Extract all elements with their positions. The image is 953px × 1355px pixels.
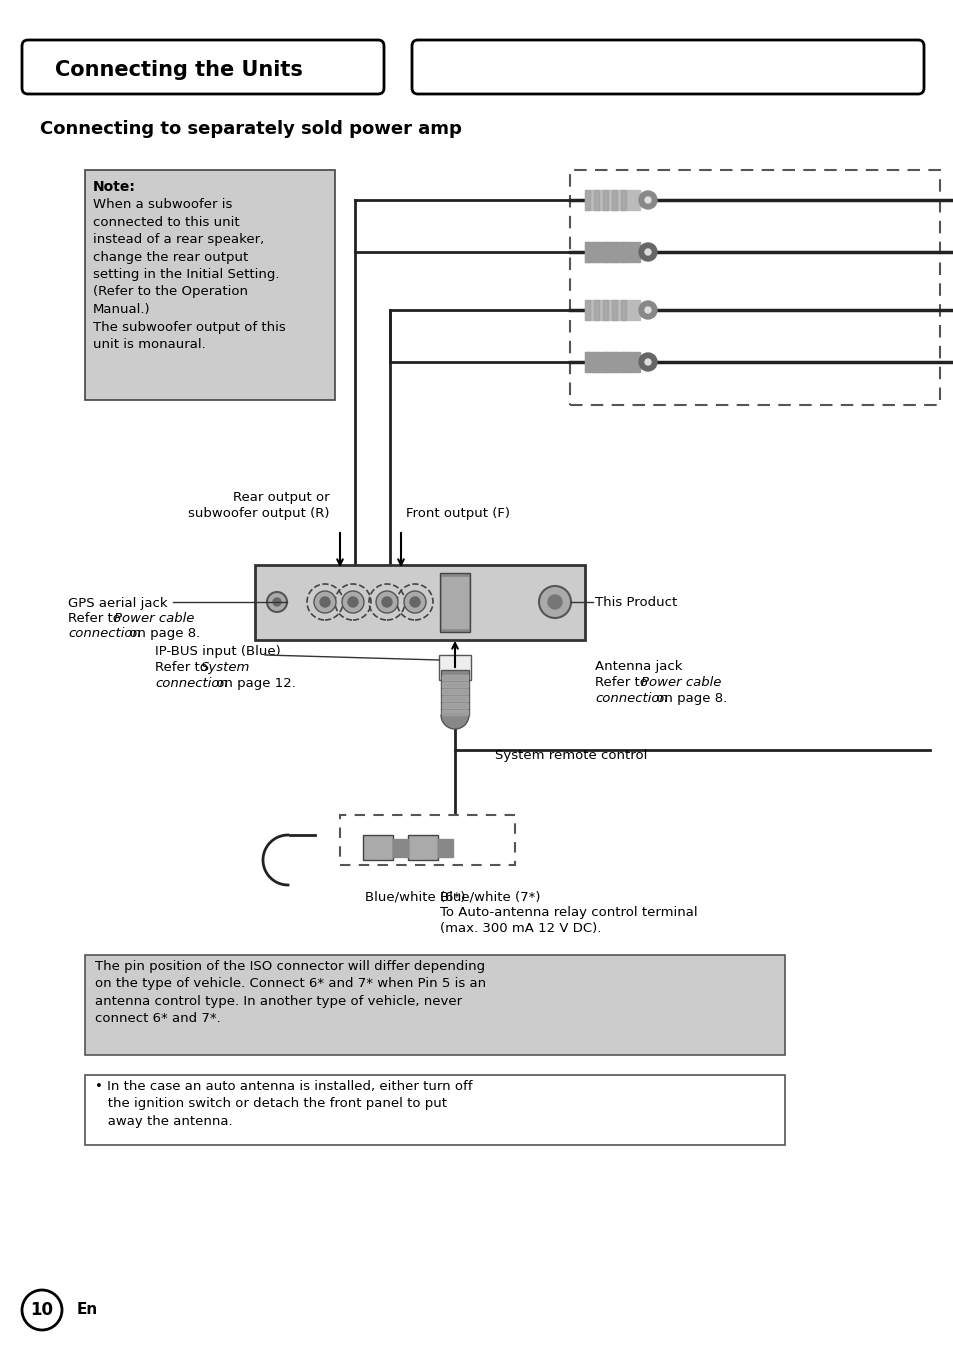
Bar (612, 352, 617, 373)
Text: Rear output or
subwoofer output (R): Rear output or subwoofer output (R) (189, 491, 330, 520)
Text: connection: connection (68, 627, 141, 640)
Circle shape (22, 1290, 62, 1331)
Text: Note:: Note: (92, 180, 135, 194)
Text: When a subwoofer is
connected to this unit
instead of a rear speaker,
change the: When a subwoofer is connected to this un… (92, 198, 286, 351)
Bar (85, 169, 335, 400)
Circle shape (639, 191, 657, 209)
Text: The pin position of the ISO connector will differ depending
on the type of vehic: The pin position of the ISO connector wi… (95, 959, 486, 1026)
Bar (584, 190, 639, 210)
Circle shape (644, 196, 650, 203)
Text: System remote control: System remote control (495, 748, 647, 762)
Circle shape (348, 598, 357, 607)
Bar (393, 839, 408, 856)
Text: GPS aerial jack: GPS aerial jack (68, 598, 168, 610)
Bar (441, 696, 468, 701)
Bar (612, 243, 617, 262)
Circle shape (314, 591, 335, 612)
Text: IP-BUS input (Blue): IP-BUS input (Blue) (154, 645, 280, 659)
Text: Front output (F): Front output (F) (406, 507, 510, 520)
Bar (439, 573, 470, 631)
Bar (620, 190, 625, 210)
Bar (584, 352, 639, 373)
Circle shape (319, 598, 330, 607)
Bar (569, 169, 939, 405)
Text: Connecting the Units: Connecting the Units (55, 60, 302, 80)
Bar (584, 299, 639, 320)
Text: Power cable: Power cable (640, 676, 720, 688)
FancyBboxPatch shape (22, 41, 384, 93)
Circle shape (267, 592, 287, 612)
Circle shape (410, 598, 419, 607)
Bar (438, 654, 471, 680)
Bar (437, 839, 453, 856)
Text: connection: connection (154, 678, 228, 690)
Bar (339, 814, 515, 864)
Bar (441, 703, 468, 709)
Circle shape (547, 595, 561, 608)
Text: connection: connection (595, 692, 667, 705)
Text: System: System (201, 661, 250, 673)
Text: on page 8.: on page 8. (651, 692, 726, 705)
Circle shape (273, 598, 281, 606)
Bar (85, 955, 784, 1056)
Text: Connecting to separately sold power amp: Connecting to separately sold power amp (40, 121, 461, 138)
Text: on page 8.: on page 8. (125, 627, 200, 640)
Circle shape (538, 585, 571, 618)
Circle shape (639, 301, 657, 318)
Circle shape (375, 591, 397, 612)
Bar (441, 688, 468, 694)
Circle shape (341, 591, 364, 612)
Bar (440, 669, 469, 715)
Circle shape (639, 354, 657, 371)
Bar (602, 190, 607, 210)
Bar (363, 835, 393, 860)
Bar (441, 577, 468, 627)
Text: Refer to: Refer to (154, 661, 212, 673)
Bar (254, 565, 584, 640)
FancyBboxPatch shape (412, 41, 923, 93)
Bar (584, 190, 589, 210)
Bar (620, 243, 625, 262)
Bar (408, 835, 437, 860)
Circle shape (644, 308, 650, 313)
Text: 10: 10 (30, 1301, 53, 1318)
Bar (441, 710, 468, 715)
Text: Refer to: Refer to (595, 676, 652, 688)
Circle shape (403, 591, 426, 612)
Circle shape (381, 598, 392, 607)
Bar (441, 675, 468, 680)
Bar (620, 299, 625, 320)
Text: Blue/white (6*): Blue/white (6*) (365, 890, 465, 902)
Bar (612, 299, 617, 320)
Bar (602, 243, 607, 262)
Bar (612, 190, 617, 210)
Circle shape (644, 359, 650, 364)
Text: Refer to: Refer to (68, 612, 125, 625)
Wedge shape (440, 715, 469, 729)
Circle shape (639, 243, 657, 262)
Text: Antenna jack: Antenna jack (595, 660, 681, 673)
Bar (594, 190, 598, 210)
Circle shape (644, 249, 650, 255)
Bar (594, 299, 598, 320)
Text: Blue/white (7*)
To Auto-antenna relay control terminal
(max. 300 mA 12 V DC).: Blue/white (7*) To Auto-antenna relay co… (439, 890, 697, 935)
Bar (441, 682, 468, 687)
Bar (85, 1075, 784, 1145)
Text: This Product: This Product (595, 595, 677, 608)
Bar (594, 352, 598, 373)
Bar (584, 299, 589, 320)
Bar (584, 243, 639, 262)
Text: En: En (77, 1302, 98, 1317)
Text: on page 12.: on page 12. (212, 678, 295, 690)
Bar (620, 352, 625, 373)
Bar (584, 243, 589, 262)
Bar (602, 299, 607, 320)
Text: Power cable: Power cable (113, 612, 194, 625)
Bar (602, 352, 607, 373)
Bar (584, 352, 589, 373)
Bar (594, 243, 598, 262)
Text: • In the case an auto antenna is installed, either turn off
   the ignition swit: • In the case an auto antenna is install… (95, 1080, 472, 1127)
